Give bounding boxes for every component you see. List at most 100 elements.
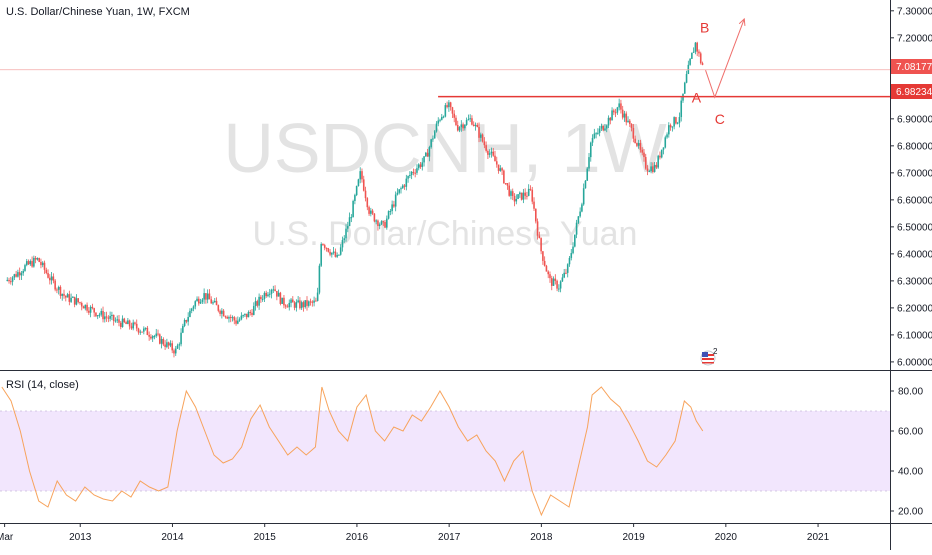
candle[interactable] — [501, 167, 503, 175]
candle[interactable] — [487, 149, 489, 160]
candle[interactable] — [481, 133, 484, 143]
candle[interactable] — [111, 311, 113, 321]
candle[interactable] — [497, 164, 500, 174]
candle[interactable] — [384, 220, 386, 229]
candle[interactable] — [559, 280, 562, 293]
candle[interactable] — [377, 219, 379, 231]
candle[interactable] — [659, 151, 661, 160]
candle[interactable] — [15, 270, 17, 278]
candle[interactable] — [666, 132, 668, 139]
candle[interactable] — [453, 110, 456, 123]
candle[interactable] — [694, 41, 697, 55]
candle[interactable] — [33, 255, 35, 268]
candle[interactable] — [380, 220, 383, 226]
candle[interactable] — [444, 102, 447, 118]
candle[interactable] — [118, 315, 120, 327]
candle[interactable] — [183, 318, 186, 328]
candle[interactable] — [176, 343, 179, 350]
candle[interactable] — [276, 290, 278, 301]
candle[interactable] — [423, 156, 425, 167]
candle[interactable] — [579, 207, 581, 218]
candle[interactable] — [575, 219, 578, 239]
candle[interactable] — [393, 200, 395, 208]
candle[interactable] — [524, 188, 526, 200]
candle[interactable] — [485, 141, 487, 153]
candle[interactable] — [293, 300, 296, 311]
candle[interactable] — [231, 315, 234, 322]
candle[interactable] — [245, 313, 248, 320]
candle[interactable] — [355, 185, 358, 197]
candle[interactable] — [130, 322, 133, 330]
candle[interactable] — [134, 321, 136, 326]
candle[interactable] — [689, 57, 691, 66]
candle[interactable] — [162, 337, 165, 347]
candle[interactable] — [98, 312, 101, 318]
candle[interactable] — [75, 294, 78, 306]
candle[interactable] — [495, 156, 498, 168]
candle[interactable] — [435, 121, 438, 133]
candle[interactable] — [251, 309, 253, 318]
candle[interactable] — [425, 151, 427, 157]
candle[interactable] — [17, 269, 19, 278]
candle[interactable] — [627, 116, 629, 123]
candle[interactable] — [680, 96, 683, 122]
candle[interactable] — [8, 277, 10, 284]
candle[interactable] — [685, 70, 688, 84]
candle[interactable] — [141, 331, 143, 333]
candle[interactable] — [80, 301, 83, 311]
candle[interactable] — [318, 263, 321, 295]
candle[interactable] — [588, 152, 590, 172]
candle[interactable] — [228, 315, 230, 323]
candle[interactable] — [96, 314, 99, 320]
candle[interactable] — [198, 296, 200, 306]
candlestick-series[interactable] — [6, 41, 704, 358]
candle[interactable] — [400, 186, 402, 194]
candle[interactable] — [327, 247, 330, 253]
candle[interactable] — [121, 315, 124, 328]
candle[interactable] — [50, 271, 53, 285]
candle[interactable] — [439, 118, 441, 123]
candle[interactable] — [300, 300, 303, 311]
candle[interactable] — [488, 149, 491, 158]
candle[interactable] — [49, 274, 51, 285]
candle[interactable] — [471, 115, 473, 126]
candle[interactable] — [38, 257, 40, 263]
candle[interactable] — [577, 215, 580, 225]
candle[interactable] — [692, 47, 695, 53]
candle[interactable] — [625, 111, 628, 126]
candle[interactable] — [529, 185, 532, 191]
candle[interactable] — [676, 121, 679, 125]
candle[interactable] — [472, 121, 475, 127]
candle[interactable] — [306, 296, 308, 311]
candle[interactable] — [295, 299, 298, 312]
candle[interactable] — [144, 327, 147, 331]
candle[interactable] — [519, 191, 521, 198]
candle[interactable] — [554, 274, 557, 285]
candle[interactable] — [382, 220, 385, 227]
candle[interactable] — [238, 317, 241, 322]
candle[interactable] — [346, 221, 349, 233]
candle[interactable] — [510, 189, 512, 200]
candle[interactable] — [639, 139, 642, 153]
candle[interactable] — [34, 255, 37, 264]
candle[interactable] — [407, 175, 409, 183]
candle[interactable] — [504, 183, 507, 185]
candle[interactable] — [261, 295, 264, 302]
candle[interactable] — [352, 199, 354, 218]
candle[interactable] — [157, 329, 159, 337]
candle[interactable] — [13, 273, 16, 280]
candle[interactable] — [558, 284, 560, 293]
candle[interactable] — [464, 124, 466, 131]
candle[interactable] — [433, 130, 436, 139]
candle[interactable] — [416, 164, 418, 175]
candle[interactable] — [623, 110, 626, 122]
candle[interactable] — [95, 312, 97, 318]
candle[interactable] — [166, 338, 168, 349]
candle[interactable] — [281, 297, 283, 305]
candle[interactable] — [538, 231, 541, 239]
candle[interactable] — [105, 311, 108, 322]
candle[interactable] — [595, 132, 597, 139]
candle[interactable] — [526, 191, 528, 200]
candle[interactable] — [584, 179, 587, 189]
candle[interactable] — [237, 316, 239, 325]
